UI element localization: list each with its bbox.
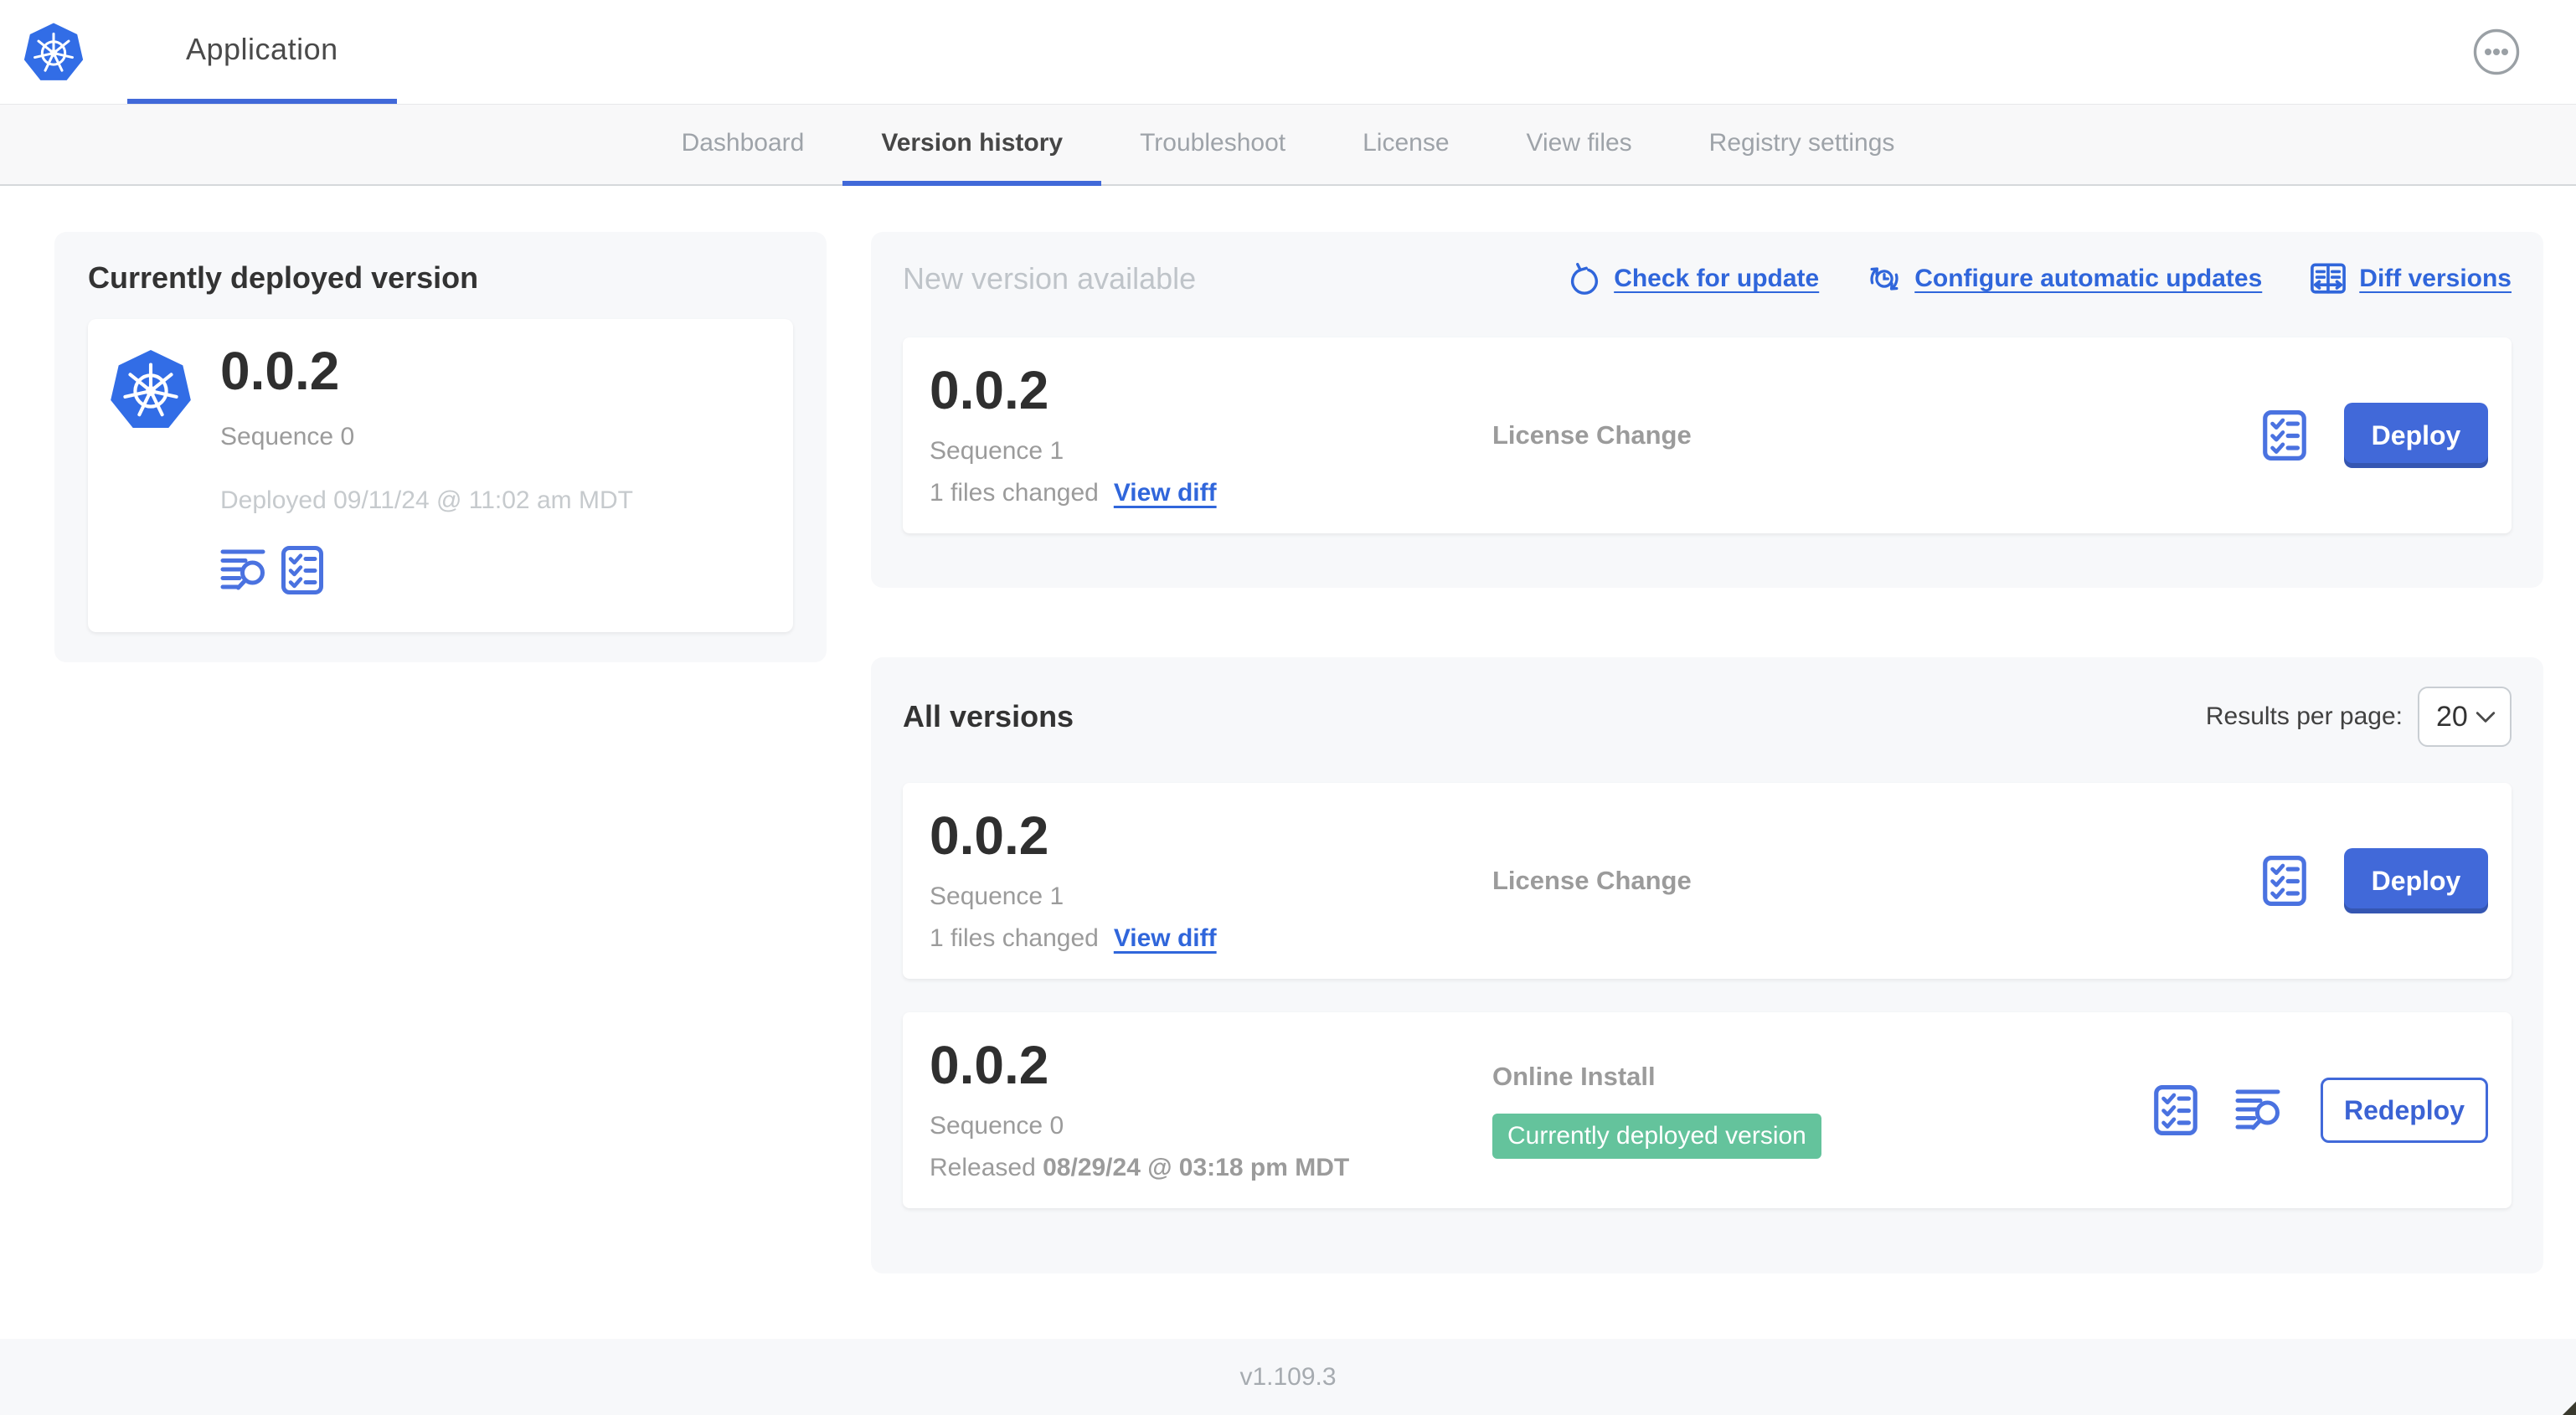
tab-dashboard[interactable]: Dashboard (681, 128, 805, 157)
chevron-down-icon (2475, 709, 2496, 724)
app-title: Application (186, 32, 338, 66)
files-changed-label: 1 files changed (930, 924, 1099, 952)
results-per-page-value: 20 (2436, 700, 2468, 733)
sequence-label: Sequence 0 (930, 1112, 1064, 1140)
version-label: 0.0.2 (930, 1035, 1049, 1095)
version-row: 0.0.2 Sequence 0 Released 08/29/24 @ 03:… (903, 1012, 2512, 1208)
app-tab-application[interactable]: Application (127, 0, 397, 104)
released-date-value: 08/29/24 @ 03:18 pm MDT (1043, 1154, 1350, 1181)
deploy-button[interactable]: Deploy (2344, 403, 2488, 468)
diff-versions-label: Diff versions (2359, 265, 2512, 292)
preflight-checks-icon[interactable] (2153, 1084, 2198, 1136)
version-row: 0.0.2 Sequence 1 1 files changed View di… (903, 783, 2512, 979)
tab-license[interactable]: License (1363, 128, 1450, 157)
files-changed-label: 1 files changed (930, 479, 1099, 507)
app-nav-tabs: Dashboard Version history Troubleshoot L… (0, 104, 2576, 186)
version-label: 0.0.2 (930, 805, 1049, 866)
more-options-icon[interactable] (2472, 28, 2521, 76)
results-per-page-select[interactable]: 20 (2418, 687, 2512, 747)
version-source-label: License Change (1492, 420, 1692, 450)
kubernetes-logo-icon (23, 21, 84, 83)
preflight-checks-icon[interactable] (2262, 409, 2307, 461)
configure-automatic-updates-label: Configure automatic updates (1914, 265, 2263, 292)
sequence-label: Sequence 1 (930, 437, 1064, 465)
currently-deployed-badge: Currently deployed version (1492, 1114, 1821, 1159)
all-versions-title: All versions (903, 699, 1074, 733)
tab-troubleshoot[interactable]: Troubleshoot (1140, 128, 1286, 157)
deployed-date-label: Deployed 09/11/24 @ 11:02 am MDT (220, 486, 633, 514)
currently-deployed-title: Currently deployed version (88, 260, 479, 295)
preflight-checks-icon[interactable] (2262, 855, 2307, 907)
view-logs-icon[interactable] (220, 548, 269, 593)
console-version-label: v1.109.3 (1239, 1362, 1337, 1391)
check-for-update-link[interactable]: Check for update (1567, 261, 1819, 296)
refresh-icon (1567, 261, 1602, 296)
new-version-panel: New version available Check for update (871, 232, 2543, 588)
diff-icon (2309, 261, 2347, 296)
deployed-version-label: 0.0.2 (220, 341, 340, 401)
all-versions-panel: All versions Results per page: 20 0.0.2 (871, 657, 2543, 1274)
redeploy-button[interactable]: Redeploy (2321, 1078, 2488, 1143)
view-logs-icon[interactable] (2235, 1088, 2284, 1133)
schedule-update-icon (1866, 260, 1903, 297)
version-source-label: Online Install (1492, 1062, 1656, 1091)
results-per-page-label: Results per page: (2205, 702, 2403, 730)
tab-view-files[interactable]: View files (1526, 128, 1632, 157)
deployed-sequence-label: Sequence 0 (220, 423, 355, 450)
currently-deployed-panel: Currently deployed version (54, 232, 827, 662)
tab-registry-settings[interactable]: Registry settings (1708, 128, 1895, 157)
tab-version-history[interactable]: Version history (842, 105, 1102, 186)
new-version-card: 0.0.2 Sequence 1 1 files changed View di… (903, 337, 2512, 533)
kubernetes-logo-icon (110, 347, 192, 431)
diff-versions-link[interactable]: Diff versions (2309, 261, 2512, 296)
check-for-update-label: Check for update (1614, 265, 1820, 292)
sequence-label: Sequence 1 (930, 882, 1064, 910)
version-label: 0.0.2 (930, 360, 1049, 420)
currently-deployed-card: 0.0.2 Sequence 0 Deployed 09/11/24 @ 11:… (88, 319, 793, 632)
preflight-checks-icon[interactable] (281, 545, 324, 595)
view-diff-link[interactable]: View diff (1113, 479, 1217, 507)
released-label: Released (930, 1154, 1036, 1181)
app-header: Application (0, 0, 2576, 104)
configure-automatic-updates-link[interactable]: Configure automatic updates (1866, 260, 2262, 297)
view-diff-link[interactable]: View diff (1113, 924, 1217, 952)
app-footer: v1.109.3 (0, 1339, 2576, 1415)
version-source-label: License Change (1492, 866, 1692, 895)
new-version-title: New version available (903, 261, 1197, 296)
released-date-label (1036, 1154, 1043, 1182)
deploy-button[interactable]: Deploy (2344, 848, 2488, 913)
cursor-artifact (2563, 1402, 2576, 1415)
